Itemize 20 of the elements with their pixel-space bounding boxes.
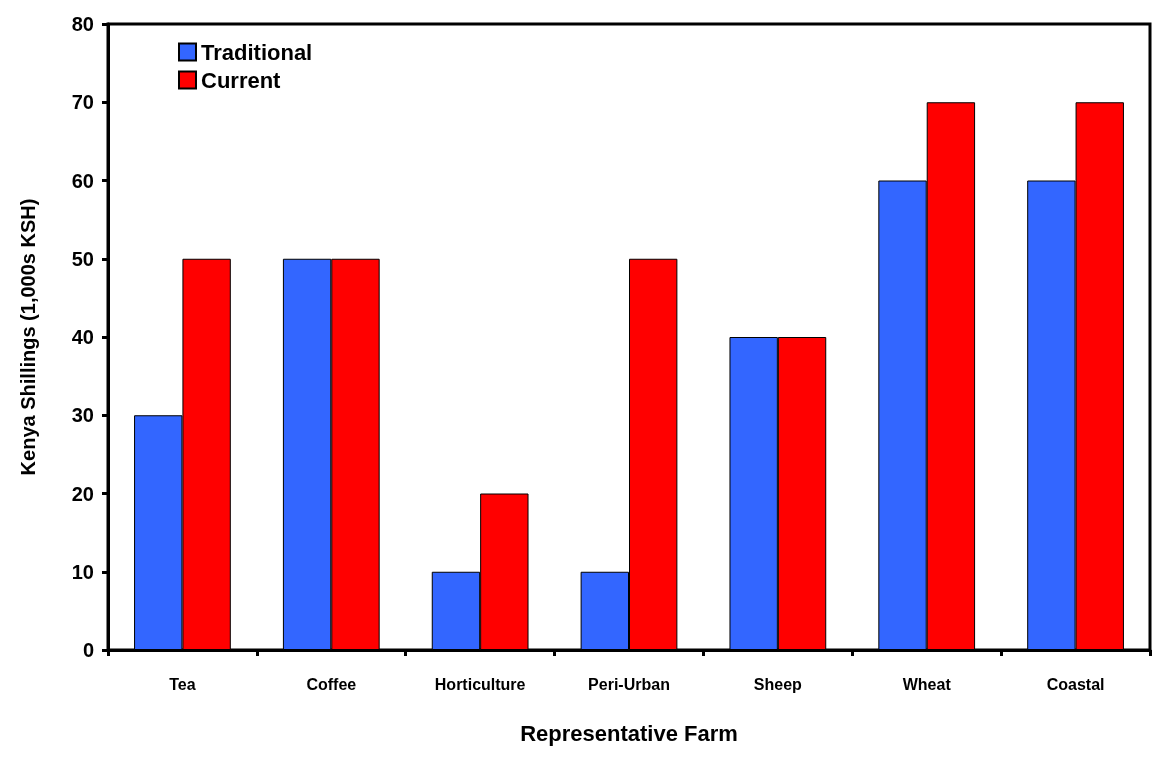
y-tick-label: 0: [82, 639, 94, 661]
x-axis-title: Representative Farm: [520, 720, 738, 746]
y-tick-label: 80: [71, 13, 94, 35]
y-tick-label: 20: [71, 482, 94, 505]
x-tick-label: Tea: [169, 675, 196, 693]
x-tick-label: Horticulture: [434, 675, 526, 693]
y-tick-label: 50: [71, 247, 94, 270]
y-tick-label: 30: [71, 404, 94, 427]
y-tick-label: 40: [71, 326, 94, 348]
y-axis-title: Kenya Shillings (1,000s KSH): [17, 198, 39, 476]
y-tick-label: 10: [71, 560, 94, 583]
x-tick-label: Coffee: [306, 675, 357, 693]
x-tick-label: Sheep: [753, 675, 803, 693]
y-tick-label: 60: [71, 169, 94, 192]
y-tick-label: 70: [71, 91, 94, 114]
x-tick-label: Coastal: [1046, 675, 1105, 693]
legend-label: Traditional: [201, 39, 313, 65]
x-tick-label: Peri-Urban: [588, 675, 670, 693]
x-tick-label: Wheat: [902, 675, 952, 693]
legend-label: Current: [201, 67, 282, 93]
